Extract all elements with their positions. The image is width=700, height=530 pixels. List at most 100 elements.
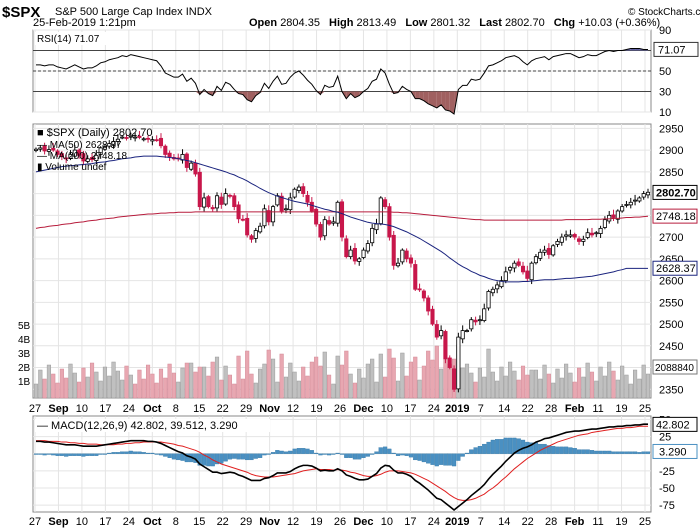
macd-histogram-bar bbox=[249, 453, 254, 461]
macd-histogram-bar bbox=[176, 453, 181, 461]
candle-body bbox=[33, 148, 39, 151]
candle-body bbox=[141, 138, 146, 141]
candle-body bbox=[486, 291, 491, 309]
x-tick-label: 25 bbox=[639, 516, 651, 528]
candle-body bbox=[598, 227, 603, 234]
macd-legend-bg bbox=[35, 419, 270, 432]
volume-bar bbox=[111, 361, 116, 399]
macd-histogram-bar bbox=[253, 453, 258, 459]
macd-histogram-bar bbox=[240, 453, 245, 460]
macd-histogram-bar bbox=[305, 448, 310, 454]
candle-body bbox=[296, 186, 301, 191]
macd-histogram-bar bbox=[283, 451, 289, 454]
x-tick-label: 19 bbox=[310, 403, 322, 415]
candle-body bbox=[525, 270, 530, 279]
macd-histogram-bar bbox=[400, 453, 405, 456]
volume-bar bbox=[395, 380, 401, 399]
price-frame bbox=[32, 123, 652, 399]
macd-histogram-bar bbox=[628, 451, 633, 454]
candle-body bbox=[219, 196, 224, 205]
macd-histogram-bar bbox=[331, 453, 336, 455]
volume-bar bbox=[413, 356, 418, 399]
candle-body bbox=[42, 145, 47, 152]
macd-histogram-bar bbox=[361, 453, 366, 458]
volume-bar bbox=[38, 369, 43, 399]
candle-body bbox=[374, 223, 379, 231]
rsi-tick-label: 50 bbox=[659, 66, 671, 78]
volume-bar bbox=[322, 351, 327, 399]
candle-body bbox=[408, 257, 413, 264]
volume-bar bbox=[628, 383, 633, 399]
ma50-tag bbox=[652, 260, 698, 276]
x-tick-label: Dec bbox=[353, 516, 373, 528]
candle-body bbox=[542, 249, 547, 253]
x-tick-label: 24 bbox=[123, 403, 135, 415]
volume-bar bbox=[499, 366, 504, 399]
volume-bar bbox=[400, 352, 405, 399]
x-tick-label: 28 bbox=[545, 516, 557, 528]
macd-histogram-bar bbox=[564, 446, 569, 454]
rsi-oversold-fill bbox=[247, 91, 252, 102]
volume-bar bbox=[184, 362, 189, 399]
rsi-tick-label: 10 bbox=[659, 107, 671, 119]
ma200-line bbox=[35, 211, 649, 229]
candle-body bbox=[520, 265, 526, 273]
volume-tick-label: 3B bbox=[18, 349, 31, 360]
macd-histogram-bar bbox=[490, 439, 495, 454]
volume-bar bbox=[520, 365, 526, 399]
volume-bar bbox=[641, 364, 646, 399]
candle-body bbox=[64, 157, 69, 160]
candle-body bbox=[115, 138, 120, 142]
volume-bar bbox=[633, 369, 638, 399]
candle-body bbox=[102, 146, 107, 150]
candle-body bbox=[128, 135, 133, 138]
volume-bar bbox=[210, 361, 215, 399]
volume-bar bbox=[253, 382, 258, 399]
macd-histogram-bar bbox=[477, 446, 483, 454]
candle-body bbox=[197, 171, 202, 208]
volume-bar bbox=[615, 379, 620, 399]
macd-histogram-bar bbox=[589, 450, 595, 454]
macd-histogram-bar bbox=[227, 453, 233, 460]
volume-bar bbox=[352, 382, 357, 399]
price-legend-ma200: — MA(200) 2748.18 bbox=[37, 151, 127, 162]
volume-bar bbox=[120, 379, 125, 399]
macd-histogram-bar bbox=[81, 453, 86, 457]
volume-bar bbox=[383, 376, 388, 399]
volume-bar bbox=[102, 366, 108, 399]
volume-bar bbox=[89, 362, 95, 399]
volume-bar bbox=[107, 375, 112, 399]
candle-body bbox=[283, 208, 289, 211]
volume-bar bbox=[55, 382, 60, 399]
candle-body bbox=[77, 149, 82, 156]
candle-body bbox=[564, 234, 569, 237]
candle-body bbox=[589, 232, 595, 236]
macd-histogram-bar bbox=[171, 453, 177, 460]
candle-body bbox=[344, 238, 349, 258]
volume-bar bbox=[533, 369, 539, 399]
rsi-oversold-fill bbox=[432, 91, 437, 108]
macd-histogram-bar bbox=[42, 453, 47, 456]
volume-bar bbox=[275, 381, 280, 399]
candle-body bbox=[309, 201, 314, 212]
volume-bar bbox=[150, 373, 155, 399]
volume-bar bbox=[473, 381, 478, 399]
macd-histogram-bar bbox=[430, 453, 435, 465]
macd-histogram-bar bbox=[206, 453, 211, 467]
volume-tag bbox=[652, 359, 698, 375]
x-tick-label: 29 bbox=[240, 403, 252, 415]
rsi-tick-label: 30 bbox=[659, 87, 671, 99]
candle-body bbox=[404, 250, 409, 260]
macd-tick-label: 25 bbox=[659, 432, 671, 444]
volume-bar bbox=[430, 359, 435, 399]
macd-histogram-bar bbox=[55, 453, 60, 456]
macd-histogram-bar bbox=[391, 452, 396, 454]
macd-histogram-bar bbox=[201, 453, 207, 466]
volume-bar bbox=[482, 376, 487, 399]
x-tick-label: Dec bbox=[353, 403, 373, 415]
macd-histogram-bar bbox=[214, 453, 220, 465]
x-tick-label: 14 bbox=[498, 403, 510, 415]
volume-bar bbox=[33, 383, 39, 399]
x-tick-label: 17 bbox=[99, 516, 111, 528]
